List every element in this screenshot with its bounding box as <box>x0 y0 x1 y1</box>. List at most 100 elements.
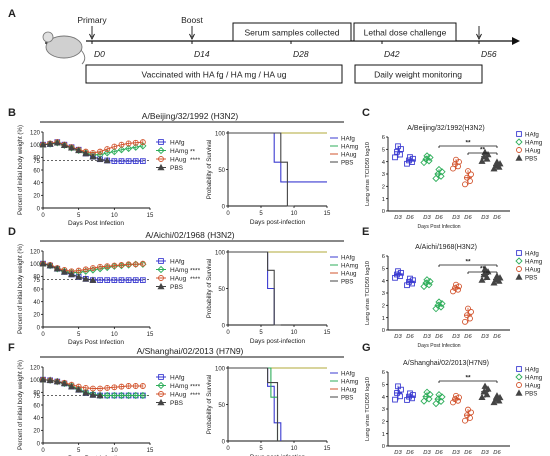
lung-significance-label: ** <box>480 147 486 154</box>
weight-point-mg <box>124 391 133 400</box>
weight-point-pbs <box>82 275 90 282</box>
legend-label-ug: HAug <box>170 156 187 163</box>
survival-x-tick-label: 10 <box>291 211 298 217</box>
daily-label: Daily weight monitoring <box>374 70 462 80</box>
weight-x-tick-label: 10 <box>111 448 118 454</box>
panel-label-row3-lung: G <box>362 342 371 354</box>
lung-y-label: Lung virus TCID50 log10 <box>365 377 371 441</box>
weight-point-ug <box>89 265 96 272</box>
lung-point-pbs <box>478 157 486 164</box>
lung-y-tick-label: 6 <box>382 135 385 141</box>
lung-point-mg <box>423 152 431 160</box>
lung-point-mg <box>437 397 445 405</box>
lung-point-ug <box>453 156 459 163</box>
weight-point-ug <box>111 262 118 269</box>
lung-point-mg <box>423 276 431 284</box>
lung-x-tick-label: D3 <box>423 334 431 340</box>
survival-legend-label-fg: HAfg <box>341 370 355 377</box>
weight-y-tick-label: 40 <box>33 181 40 187</box>
weight-y-tick-label: 20 <box>33 429 40 435</box>
weight-point-ug <box>125 140 132 147</box>
lung-y-tick-label: 0 <box>382 209 385 215</box>
lung-x-tick-label: D6 <box>464 334 472 340</box>
weight-y-label: Percent of initial body weight (%) <box>17 244 24 334</box>
lung-y-tick-label: 4 <box>382 395 386 401</box>
lung-legend-marker-fg <box>516 366 522 372</box>
lung-point-fg <box>395 383 401 390</box>
legend-label-mg: HAmg <box>170 148 188 155</box>
weight-point-ug <box>118 261 125 268</box>
survival-x-label: Days post-infection <box>250 219 306 226</box>
weight-point-fg <box>104 277 111 283</box>
weight-point-pbs <box>46 261 54 269</box>
weight-x-tick-label: 15 <box>147 448 154 454</box>
weight-point-pbs <box>68 270 76 278</box>
vaccinated-label: Vaccinated with HA fg / HA mg / HA ug <box>142 70 287 80</box>
survival-step-2 <box>228 367 279 441</box>
panel-label-a: A <box>8 8 16 20</box>
lung-x-tick-label: D6 <box>406 334 414 340</box>
lung-x-tick-label: D6 <box>493 215 501 221</box>
legend-significance-mg: ** <box>190 149 196 156</box>
weight-x-tick-label: 15 <box>147 332 154 338</box>
weight-point-mg <box>53 139 61 147</box>
weight-point-mg <box>139 142 147 150</box>
weight-point-fg <box>132 277 139 283</box>
lung-point-pbs <box>490 279 498 286</box>
lung-point-fg <box>395 143 401 150</box>
lung-legend-label-mg: HAmg <box>525 258 543 265</box>
survival-step-1 <box>228 367 282 441</box>
weight-y-tick-label: 0 <box>37 441 41 447</box>
lung-point-pbs <box>493 392 501 399</box>
lung-point-mg <box>438 168 446 176</box>
weight-point-ug <box>132 261 139 268</box>
weight-point-mg <box>103 391 111 400</box>
lung-legend-label-mg: HAmg <box>525 374 543 381</box>
weight-point-pbs <box>68 383 76 390</box>
lung-y-tick-label: 5 <box>382 267 385 273</box>
lung-legend-label-pbs: PBS <box>525 390 537 397</box>
survival-legend-label-fg: HAfg <box>341 254 355 261</box>
lung-legend-marker-pbs <box>515 273 523 280</box>
weight-y-tick-label: 60 <box>33 287 40 293</box>
lung-point-ug <box>468 308 474 315</box>
survival-legend-label-ug: HAug <box>341 386 357 393</box>
survival-x-tick-label: 15 <box>324 330 331 336</box>
lung-point-ug <box>467 178 473 184</box>
lethal-box <box>353 22 457 42</box>
lung-significance-label: ** <box>480 266 486 273</box>
lung-point-ug <box>468 409 474 416</box>
lung-title: A/Shanghai/02/2013(H7N9) <box>403 360 489 367</box>
lung-legend-marker-fg <box>516 131 522 137</box>
lung-point-fg <box>392 396 398 403</box>
lung-x-label: Days Post Infection <box>417 343 460 349</box>
weight-point-mg <box>110 391 118 400</box>
weight-point-pbs <box>96 155 104 162</box>
weight-y-tick-label: 120 <box>30 365 41 371</box>
weight-x-tick-label: 0 <box>41 213 45 219</box>
lung-y-tick-label: 0 <box>382 444 385 450</box>
survival-x-tick-label: 0 <box>226 446 230 452</box>
weight-y-tick-label: 100 <box>30 143 41 149</box>
legend-label-pbs: PBS <box>170 400 184 407</box>
survival-x-tick-label: 15 <box>324 211 331 217</box>
strain-title: A/Shanghai/02/2013 (H7N9) <box>137 346 244 356</box>
survival-y-tick-label: 50 <box>218 287 225 293</box>
lung-x-tick-label: D3 <box>394 215 402 221</box>
weight-line-pbs <box>42 142 108 161</box>
weight-y-tick-label: 40 <box>33 300 40 306</box>
weight-point-pbs <box>103 156 111 164</box>
lung-point-fg <box>394 271 400 278</box>
weight-point-pbs <box>96 391 104 399</box>
daily-box <box>354 64 483 84</box>
lung-point-fg <box>406 393 412 400</box>
survival-y-tick-label: 100 <box>215 250 226 256</box>
lung-x-tick-label: D3 <box>481 450 489 456</box>
weight-point-pbs <box>46 140 54 147</box>
lung-point-fg <box>407 390 413 397</box>
survival-legend-label-mg: HAmg <box>341 378 359 385</box>
survival-y-label: Probability of Survival <box>206 259 213 319</box>
panel-label-row3-weight: F <box>8 342 15 354</box>
lung-point-mg <box>432 305 440 313</box>
lung-legend-label-ug: HAug <box>525 266 541 273</box>
